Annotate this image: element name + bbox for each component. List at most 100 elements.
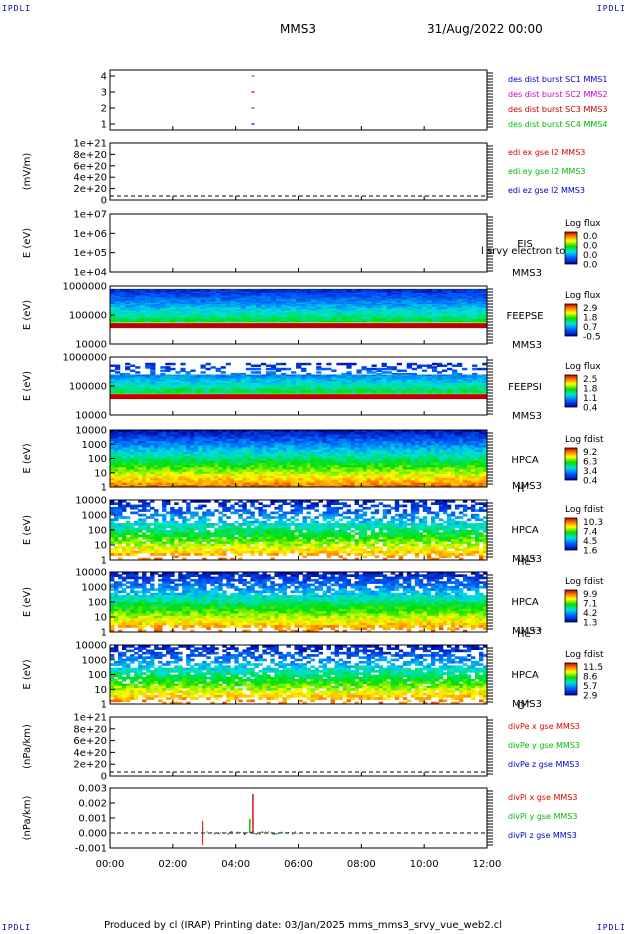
ytick-label: 1 — [101, 483, 107, 494]
ytick-label: 0.002 — [78, 799, 107, 810]
legend-entry: des dist burst SC1 MMS1 — [508, 75, 607, 84]
ytick-label: 10000 — [75, 411, 107, 422]
yaxis-label: (nPa/km) — [22, 796, 33, 841]
colorbar-tick: 9.9 — [583, 590, 598, 600]
footer-text: Produced by cl (IRAP) Printing date: 03/… — [104, 920, 503, 931]
ytick-label: 4e+20 — [73, 748, 107, 759]
colorbar — [564, 662, 578, 696]
legend-entry: edi ez gse l2 MMS3 — [508, 186, 585, 195]
colorbar — [564, 589, 578, 623]
overlay-label: l srvy electron to — [481, 246, 565, 257]
heatmap-feepse — [110, 288, 488, 329]
ytick-label: 1 — [101, 556, 107, 567]
colorbar-title: Log flux — [565, 219, 601, 229]
spacecraft-label: MMS3 — [512, 481, 542, 492]
instrument-label: HPCA — [511, 525, 539, 536]
spacecraft-label: MMS3 — [512, 340, 542, 351]
panel-feepse: 1000000 100000 10000 E (eV) FEEPSE MMS3 Log fl… — [22, 282, 601, 352]
colorbar-tick: 1.8 — [583, 314, 598, 324]
ytick-label: 100 — [88, 454, 107, 465]
heatmap-hpca_o — [110, 645, 488, 705]
ytick-label: 1e+04 — [73, 268, 107, 279]
ytick-label: 10000 — [75, 568, 107, 579]
spacecraft-label: MMS3 — [512, 554, 542, 565]
colorbar-tick: 7.4 — [583, 528, 598, 538]
yaxis-label: E (eV) — [22, 443, 33, 473]
spacecraft-label: MMS3 — [512, 626, 542, 637]
ytick-label: 10 — [94, 685, 107, 696]
colorbar-tick: 0.7 — [583, 323, 597, 333]
colorbar-tick: 1.8 — [583, 385, 598, 395]
ytick-label: 0.000 — [78, 829, 107, 840]
instrument-label: EIS — [517, 239, 533, 250]
xtick-label: 00:00 — [96, 859, 125, 870]
spacecraft-label: MMS3 — [512, 699, 542, 710]
ytick-label: 4 — [101, 72, 107, 83]
colorbar-title: Log flux — [565, 291, 601, 301]
yaxis-label: E (eV) — [22, 228, 33, 258]
instrument-label: HPCA — [511, 597, 539, 608]
ytick-label: 100 — [88, 598, 107, 609]
yaxis-label: E (eV) — [22, 371, 33, 401]
species-label: He+ — [517, 554, 537, 568]
instrument-label: FEEPSI — [508, 382, 542, 393]
heatmap-hpca_he — [110, 500, 488, 561]
ytick-label: 10000 — [75, 426, 107, 437]
panel-frame — [109, 69, 488, 131]
colorbar-tick: 0.0 — [583, 232, 598, 242]
panel-frame — [109, 213, 488, 273]
ytick-label: 100 — [88, 526, 107, 537]
colorbar-tick: 1.6 — [583, 547, 598, 557]
yaxis-label: E (eV) — [22, 587, 33, 617]
ytick-label: 10000 — [75, 340, 107, 351]
xtick-label: 06:00 — [284, 859, 313, 870]
panel-divpi: 0.003 0.002 0.001 0.000 -0.001 (nPa/km) divPi … — [22, 784, 577, 855]
ytick-label: 1000000 — [62, 282, 107, 293]
ytick-label: 1 — [101, 120, 107, 131]
corner-label-top-left: IPDLI — [2, 4, 32, 13]
ytick-label: 1e+21 — [73, 139, 107, 150]
panel-frame — [109, 787, 488, 849]
colorbar-title: Log fdist — [565, 650, 604, 660]
legend-entry: edi ex gse l2 MMS3 — [508, 148, 585, 157]
heatmap-hpca_h — [110, 430, 488, 488]
ytick-label: 10 — [94, 541, 107, 552]
corner-label-top-right: IPDLI — [596, 4, 626, 13]
divpi-series — [200, 794, 298, 845]
ytick-label: 1000 — [82, 511, 107, 522]
yaxis-label: (mV/m) — [22, 153, 33, 191]
colorbar-tick: 4.5 — [583, 537, 597, 547]
yaxis-label: (nPa/km) — [22, 724, 33, 769]
ytick-label: 6e+20 — [73, 736, 107, 747]
ytick-label: 8e+20 — [73, 724, 107, 735]
ytick-label: 100000 — [69, 311, 107, 322]
legend-entry: divPe z gse MMS3 — [508, 760, 579, 769]
legend-entry: divPi y gse MMS3 — [508, 812, 577, 821]
legend-entry: divPi x gse MMS3 — [508, 793, 577, 802]
yaxis-label: E (eV) — [22, 515, 33, 545]
legend-entry: divPe y gse MMS3 — [508, 741, 580, 750]
instrument-label: FEEPSE — [506, 311, 543, 322]
colorbar-tick: 10.3 — [583, 518, 603, 528]
ytick-label: 1000 — [82, 655, 107, 666]
colorbar-title: Log fdist — [565, 505, 604, 515]
legend-entry: divPe x gse MMS3 — [508, 722, 580, 731]
colorbar-tick: 11.5 — [583, 663, 603, 673]
ytick-label: 0.003 — [78, 784, 107, 795]
legend-entry: divPi z gse MMS3 — [508, 831, 577, 840]
ytick-label: 1 — [101, 700, 107, 711]
colorbar — [564, 374, 578, 408]
colorbar-tick: 3.4 — [583, 467, 598, 477]
ytick-label: 4e+20 — [73, 173, 107, 184]
instrument-label: HPCA — [511, 455, 539, 466]
header-spacecraft: MMS3 — [280, 22, 316, 36]
colorbar-title: Log flux — [565, 362, 601, 372]
colorbar-tick: 1.1 — [583, 394, 597, 404]
legend-entry: des dist burst SC3 MMS3 — [508, 105, 607, 114]
colorbar-tick: 4.2 — [583, 609, 597, 619]
colorbar-tick: 0.0 — [583, 242, 598, 252]
